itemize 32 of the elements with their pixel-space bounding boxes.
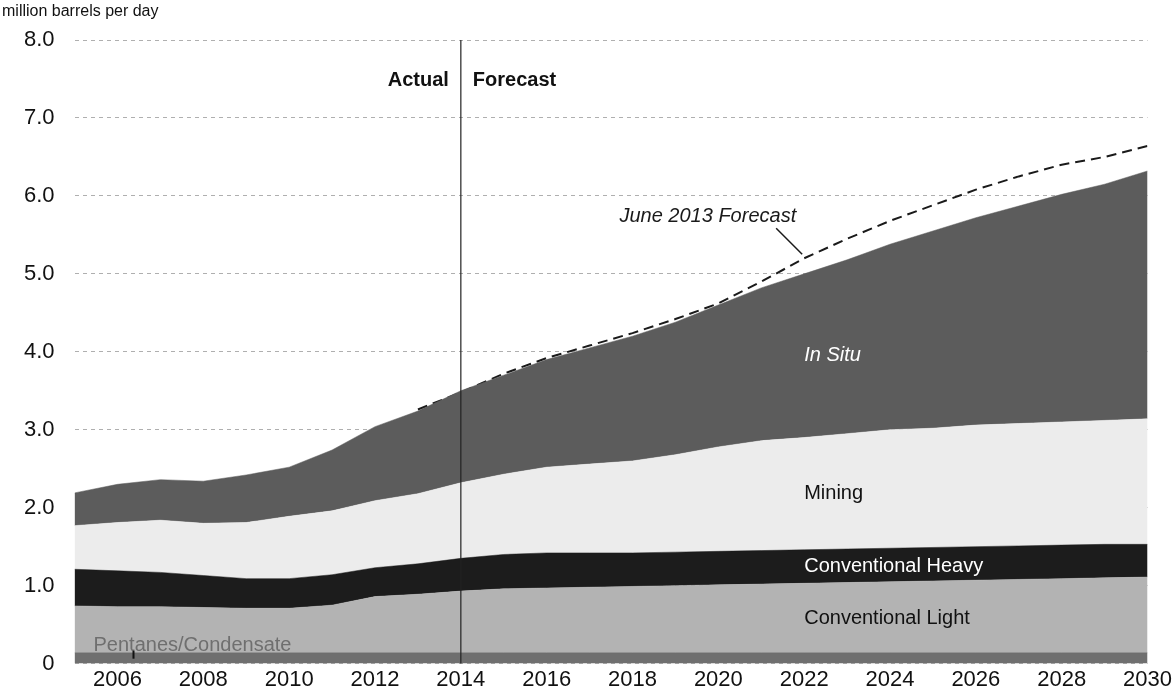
y-tick-label: 4.0: [23, 337, 55, 363]
series-label: Conventional Heavy: [804, 554, 984, 577]
x-tick-label: 2020: [693, 665, 743, 691]
annotation: Actual: [387, 67, 449, 90]
x-tick-label: 2024: [865, 665, 915, 691]
series-label: Conventional Light: [804, 605, 971, 628]
y-tick-label: 6.0: [23, 181, 55, 207]
x-tick-label: 2018: [608, 665, 657, 691]
x-tick-label: 2016: [522, 665, 572, 691]
x-tick-label: 2006: [93, 665, 142, 691]
x-tick-label: 2012: [350, 665, 400, 691]
line-series: [416, 145, 1148, 411]
y-tick-label: 5.0: [23, 259, 55, 285]
y-axis-title: million barrels per day: [2, 2, 159, 20]
y-tick-label: 0: [42, 649, 55, 675]
x-tick-label: 2026: [951, 665, 1001, 691]
x-tick-label: 2014: [436, 665, 486, 691]
annotation: Forecast: [472, 67, 557, 90]
x-tick-label: 2010: [264, 665, 314, 691]
y-tick-label: 1.0: [23, 571, 55, 597]
y-tick-label: 2.0: [23, 493, 55, 519]
x-tick-label: 2028: [1037, 665, 1087, 691]
x-tick-label: 2030: [1123, 665, 1173, 691]
y-tick-label: 7.0: [23, 104, 55, 130]
y-tick-label: 8.0: [23, 26, 55, 52]
x-tick-label: 2022: [779, 665, 829, 691]
y-tick-label: 3.0: [23, 415, 55, 441]
x-tick-label: 2008: [178, 665, 228, 691]
series-label: In Situ: [804, 343, 861, 366]
series-label: Mining: [804, 481, 864, 504]
series-label: Pentanes/Condensate: [93, 632, 292, 655]
series-label: June 2013 Forecast: [618, 203, 798, 226]
